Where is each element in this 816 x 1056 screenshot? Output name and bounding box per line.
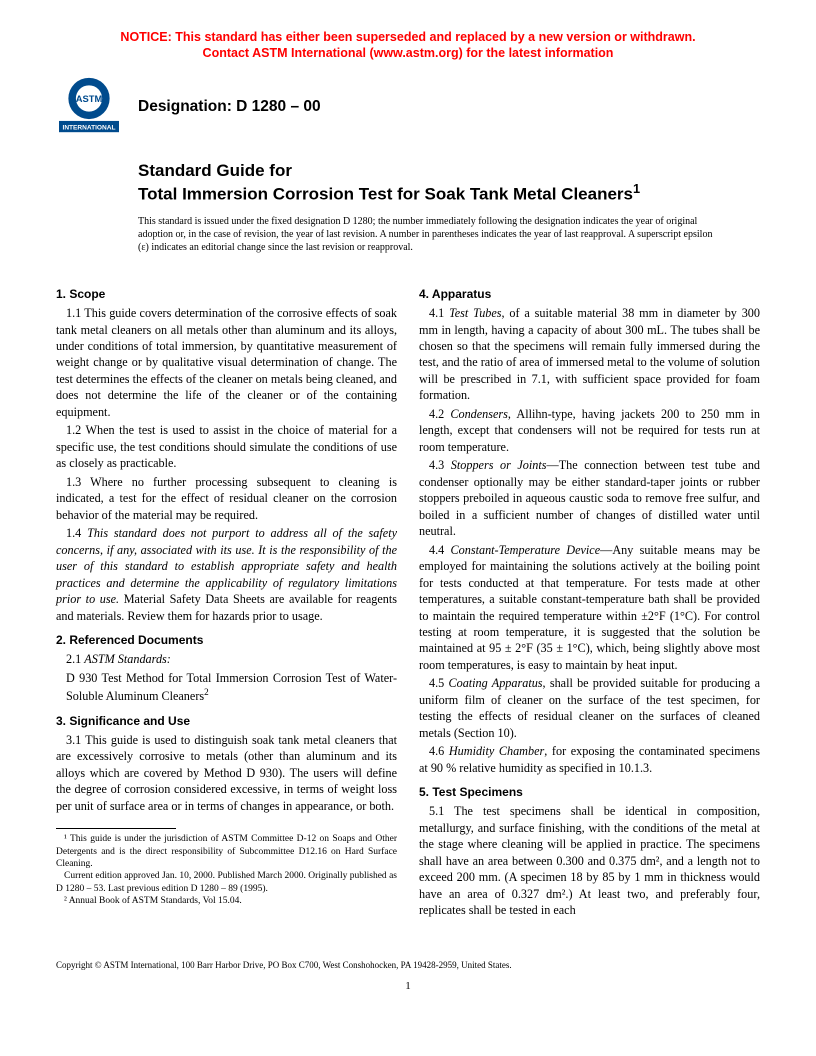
footnote-1a: ¹ This guide is under the jurisdiction o… [56, 833, 397, 870]
para-4-2: 4.2 Condensers, Allihn-type, having jack… [419, 406, 760, 455]
para-4-1: 4.1 Test Tubes, of a suitable material 3… [419, 305, 760, 404]
title-sup: 1 [633, 181, 640, 196]
svg-text:ASTM: ASTM [76, 94, 103, 104]
astm-logo: ASTM INTERNATIONAL [56, 75, 122, 139]
para-2-1: 2.1 ASTM Standards: [56, 651, 397, 667]
para-1-1: 1.1 This guide covers determination of t… [56, 305, 397, 420]
copyright: Copyright © ASTM International, 100 Barr… [56, 959, 760, 971]
para-3-1: 3.1 This guide is used to distinguish so… [56, 732, 397, 814]
footnotes: ¹ This guide is under the jurisdiction o… [56, 833, 397, 907]
body-columns: 1. Scope 1.1 This guide covers determina… [56, 278, 760, 921]
header-row: ASTM INTERNATIONAL Designation: D 1280 –… [56, 75, 760, 139]
sec-4-heading: 4. Apparatus [419, 286, 760, 302]
sec-5-heading: 5. Test Specimens [419, 784, 760, 800]
notice-line2: Contact ASTM International (www.astm.org… [203, 46, 614, 60]
title-line2: Total Immersion Corrosion Test for Soak … [138, 181, 760, 205]
page-number: 1 [56, 979, 760, 994]
title-main: Total Immersion Corrosion Test for Soak … [138, 185, 633, 204]
svg-text:INTERNATIONAL: INTERNATIONAL [63, 125, 116, 132]
footnote-1b: Current edition approved Jan. 10, 2000. … [56, 870, 397, 895]
footnote-rule [56, 828, 176, 829]
ref-d930: D 930 Test Method for Total Immersion Co… [66, 670, 397, 705]
sec-3-heading: 3. Significance and Use [56, 713, 397, 729]
para-4-6: 4.6 Humidity Chamber, for exposing the c… [419, 743, 760, 776]
issuance-note: This standard is issued under the fixed … [138, 215, 720, 254]
para-1-4: 1.4 This standard does not purport to ad… [56, 525, 397, 624]
para-4-5: 4.5 Coating Apparatus, shall be provided… [419, 675, 760, 741]
title-block: Standard Guide for Total Immersion Corro… [138, 160, 760, 205]
para-5-1: 5.1 The test specimens shall be identica… [419, 803, 760, 918]
designation: Designation: D 1280 – 00 [138, 97, 321, 118]
notice-line1: NOTICE: This standard has either been su… [120, 30, 695, 44]
sec-2-heading: 2. Referenced Documents [56, 632, 397, 648]
notice-banner: NOTICE: This standard has either been su… [56, 30, 760, 61]
para-1-2: 1.2 When the test is used to assist in t… [56, 422, 397, 471]
title-line1: Standard Guide for [138, 160, 760, 181]
footnote-2: ² Annual Book of ASTM Standards, Vol 15.… [56, 895, 397, 907]
para-1-3: 1.3 Where no further processing subseque… [56, 474, 397, 523]
para-4-4: 4.4 Constant-Temperature Device—Any suit… [419, 542, 760, 674]
sec-1-heading: 1. Scope [56, 286, 397, 302]
para-4-3: 4.3 Stoppers or Joints—The connection be… [419, 457, 760, 539]
